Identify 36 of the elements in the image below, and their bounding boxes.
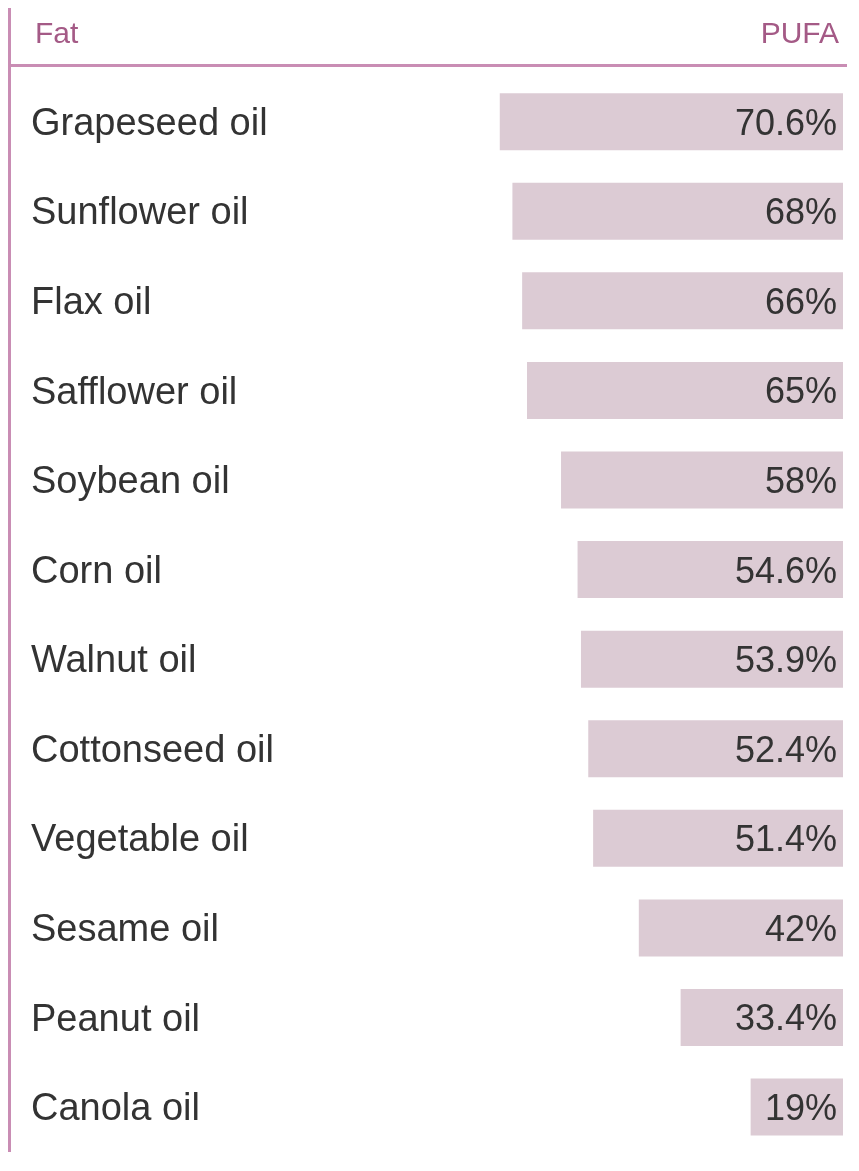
- y-tick-label: Safflower oil: [31, 369, 238, 412]
- data-label: 68%: [764, 191, 837, 233]
- y-tick-label: Sunflower oil: [31, 190, 249, 233]
- data-label: 70.6%: [734, 101, 837, 143]
- data-label: 66%: [764, 280, 837, 322]
- bar: [527, 361, 843, 419]
- bar: [561, 451, 843, 509]
- y-tick-label: Canola oil: [31, 1086, 200, 1129]
- data-label: 54.6%: [734, 549, 837, 591]
- bar: [499, 93, 843, 151]
- y-axis-title: Fat: [35, 16, 79, 50]
- bar: [512, 182, 843, 240]
- data-label: 52.4%: [734, 728, 837, 770]
- data-label: 42%: [764, 907, 837, 949]
- bar: [522, 272, 843, 330]
- y-tick-label: Grapeseed oil: [31, 100, 268, 143]
- y-tick-label: Peanut oil: [31, 996, 201, 1039]
- y-tick-label: Cottonseed oil: [31, 727, 274, 770]
- x-axis-title: PUFA: [760, 16, 839, 50]
- data-label: 65%: [764, 370, 837, 412]
- data-label: 19%: [764, 1087, 837, 1129]
- bar: [588, 720, 843, 778]
- y-tick-label: Sesame oil: [31, 907, 219, 950]
- bar: [593, 809, 843, 867]
- y-tick-label: Soybean oil: [31, 459, 230, 502]
- data-label: 58%: [764, 459, 837, 501]
- y-tick-label: Walnut oil: [31, 638, 197, 681]
- y-tick-label: Corn oil: [31, 548, 162, 591]
- y-tick-label: Flax oil: [31, 279, 152, 322]
- data-label: 33.4%: [734, 997, 837, 1039]
- bar: [577, 541, 843, 599]
- data-label: 53.9%: [734, 639, 837, 681]
- data-label: 51.4%: [734, 818, 837, 860]
- y-tick-label: Vegetable oil: [31, 817, 249, 860]
- bar: [638, 899, 843, 957]
- bar: [580, 630, 843, 688]
